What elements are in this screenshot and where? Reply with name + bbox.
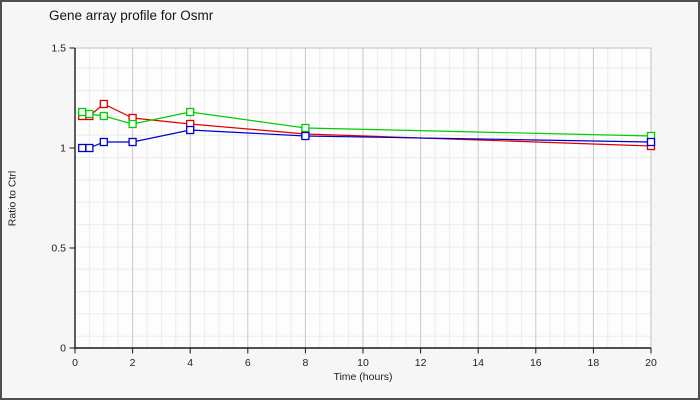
y-tick-label: 0.5 xyxy=(51,243,66,255)
vertical-major-gridlines xyxy=(132,48,594,348)
series-blue xyxy=(78,125,656,153)
y-axis-title: Ratio to Ctrl xyxy=(6,170,19,227)
series-blue-marker xyxy=(646,137,656,147)
series-green xyxy=(78,107,656,141)
plot-frame xyxy=(75,47,652,348)
x-tick-label: 18 xyxy=(588,357,600,369)
x-tick-label: 14 xyxy=(472,357,484,369)
series-blue-marker xyxy=(301,131,310,141)
y-axis-ticks: 1.5 1 0.5 0 xyxy=(51,43,75,355)
x-tick-label: 2 xyxy=(130,357,136,369)
x-tick-label: 20 xyxy=(645,357,657,369)
series-green-marker xyxy=(99,111,108,121)
chart-title: Gene array profile for Osmr xyxy=(49,8,214,23)
series-green-marker xyxy=(128,119,137,129)
y-tick-label: 0 xyxy=(60,343,66,355)
x-tick-label: 16 xyxy=(530,357,542,369)
x-tick-label: 4 xyxy=(187,357,193,369)
x-tick-label: 10 xyxy=(357,357,369,369)
vertical-minor-gridlines xyxy=(88,48,638,348)
x-tick-label: 0 xyxy=(72,357,78,369)
series-blue-marker xyxy=(85,143,94,153)
series-blue-marker xyxy=(128,137,137,147)
series-blue-marker xyxy=(78,143,87,153)
y-tick-label: 1.5 xyxy=(51,43,66,55)
x-axis-title: Time (hours) xyxy=(333,371,393,383)
x-axis-ticks: 0 2 4 6 8 10 12 14 16 18 20 xyxy=(72,348,657,369)
x-tick-label: 8 xyxy=(302,357,308,369)
series-red-marker xyxy=(99,99,108,109)
series-blue-marker xyxy=(186,125,195,135)
y-tick-label: 1 xyxy=(60,143,66,155)
series-green-marker xyxy=(186,107,195,117)
x-tick-label: 6 xyxy=(245,357,251,369)
x-tick-label: 12 xyxy=(415,357,427,369)
series-green-marker xyxy=(85,109,94,119)
series-green-marker xyxy=(78,107,87,117)
series-green-marker xyxy=(301,123,310,133)
series-blue-marker xyxy=(99,137,108,147)
